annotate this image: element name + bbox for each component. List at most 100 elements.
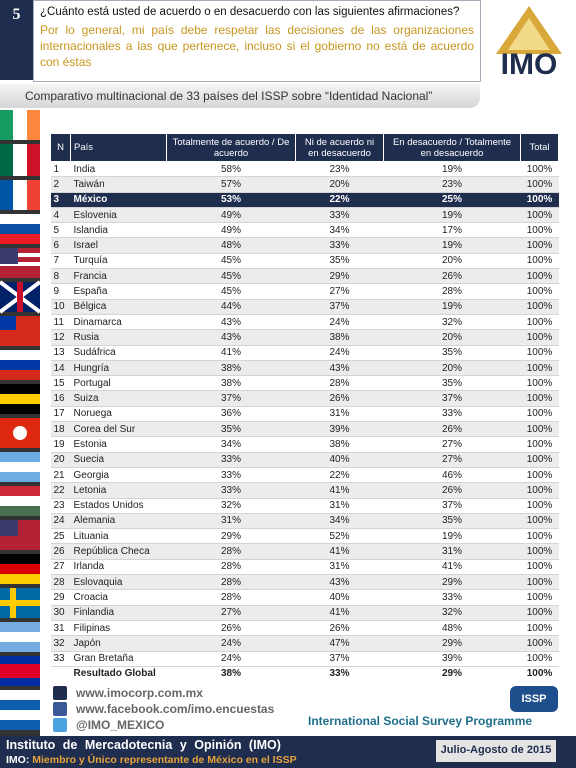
table-row: 5 Islandia 49% 34% 17% 100% [50, 222, 559, 239]
table-cell: 19% [383, 237, 521, 254]
subtitle-bar [0, 84, 480, 108]
table-row: 18 Corea del Sur 35% 39% 26% 100% [50, 421, 559, 438]
subtitle: Comparativo multinacional de 33 países d… [25, 89, 433, 103]
table-cell: Filipinas [70, 620, 167, 637]
table-cell: 24% [166, 651, 296, 667]
table-cell: 29% [383, 574, 521, 591]
table-cell: 100% [520, 253, 559, 270]
table-cell: 24% [166, 635, 296, 652]
table-row: 7 Turquía 45% 35% 20% 100% [50, 253, 559, 270]
link[interactable]: www.facebook.com/imo.encuestas [76, 702, 275, 716]
table-cell: 100% [520, 467, 559, 484]
imo-logo: IMO [496, 6, 562, 81]
table-cell: 100% [520, 498, 559, 514]
table-cell: 23 [50, 498, 71, 514]
table-cell: Israel [70, 237, 167, 254]
table-cell: Estados Unidos [70, 498, 167, 514]
table-row: 15 Portugal 38% 28% 35% 100% [50, 375, 559, 392]
table-cell: India [70, 161, 167, 178]
table-cell: 10 [50, 299, 71, 315]
table-cell: Gran Bretaña [70, 651, 167, 667]
table-cell: Croacia [70, 589, 167, 606]
table-cell: 45% [166, 268, 296, 285]
table-cell: Eslovenia [70, 207, 167, 224]
table-row: 30 Finlandia 27% 41% 32% 100% [50, 605, 559, 621]
table-cell: 33% [295, 207, 384, 224]
table-cell: 1 [50, 161, 71, 178]
table-cell: 100% [520, 268, 559, 285]
summary-cell: Resultado Global [73, 668, 156, 680]
column-header: Total [520, 133, 559, 162]
table-cell: 100% [520, 543, 559, 560]
table-cell: 100% [520, 559, 559, 576]
table-cell: 40% [295, 589, 384, 606]
table-cell: 32% [383, 314, 521, 331]
table-cell: 24 [50, 513, 71, 530]
table-cell: 23% [383, 176, 521, 193]
table-cell: 19% [383, 207, 521, 224]
table-cell: 43% [295, 360, 384, 377]
table-cell: 20 [50, 452, 71, 468]
table-cell: Alemania [70, 513, 167, 530]
table-cell: 37% [383, 390, 521, 407]
table-cell: 49% [166, 222, 296, 239]
table-row: 17 Noruega 36% 31% 33% 100% [50, 406, 559, 423]
table-cell: 100% [520, 482, 559, 499]
table-cell: 100% [520, 635, 559, 652]
issp-logo: ISSP [510, 686, 558, 712]
table-cell: 13 [50, 345, 71, 361]
twitter-icon [53, 718, 67, 732]
table-cell: España [70, 283, 167, 300]
table-row: 10 Bélgica 44% 37% 19% 100% [50, 299, 559, 315]
table-cell: 100% [520, 360, 559, 377]
table-cell: 22% [295, 467, 384, 484]
table-cell: Corea del Sur [70, 421, 167, 438]
table-cell: 26% [383, 268, 521, 285]
table-cell: 41% [295, 543, 384, 560]
table-cell: 4 [50, 207, 71, 224]
table-cell: Islandia [70, 222, 167, 239]
table-cell: 30 [50, 605, 71, 621]
slide-number: 5 [0, 0, 33, 80]
table-cell: 41% [295, 605, 384, 621]
table-cell: 100% [520, 314, 559, 331]
issp-name: International Social Survey Programme [308, 714, 533, 728]
table-cell: 39% [383, 651, 521, 667]
summary-cell: 100% [526, 668, 553, 680]
table-cell: 100% [520, 237, 559, 254]
table-cell: 100% [520, 452, 559, 468]
table-row: 22 Letonia 33% 41% 26% 100% [50, 482, 559, 499]
column-header: Ni de acuerdo ni en desacuerdo [295, 133, 384, 162]
table-cell: 100% [520, 651, 559, 667]
table-row: 33 Gran Bretaña 24% 37% 39% 100% [50, 651, 559, 667]
link[interactable]: @IMO_MEXICO [76, 718, 165, 732]
table-cell: Finlandia [70, 605, 167, 621]
table-cell: Taiwán [70, 176, 167, 193]
table-cell: 5 [50, 222, 71, 239]
table-cell: 32 [50, 635, 71, 652]
table-cell: 9 [50, 283, 71, 300]
table-cell: Rusia [70, 329, 167, 346]
link[interactable]: www.imocorp.com.mx [76, 686, 203, 700]
table-row: 8 Francia 45% 29% 26% 100% [50, 268, 559, 285]
facebook-icon [53, 702, 67, 716]
table-cell: 33% [166, 482, 296, 499]
table-cell: 34% [295, 222, 384, 239]
table-cell: 45% [166, 253, 296, 270]
table-cell: 17% [383, 222, 521, 239]
question: ¿Cuánto está usted de acuerdo o en desac… [40, 6, 460, 18]
table-row: 31 Filipinas 26% 26% 48% 100% [50, 620, 559, 637]
table-row: 6 Israel 48% 33% 19% 100% [50, 237, 559, 254]
table-cell: 32% [166, 498, 296, 514]
table-cell: 20% [383, 360, 521, 377]
table-cell: 41% [295, 482, 384, 499]
table-cell: 26% [166, 620, 296, 637]
column-header: N [50, 133, 71, 162]
table-cell: Bélgica [70, 299, 167, 315]
date: Julio-Agosto de 2015 [440, 744, 552, 756]
table-cell: 17 [50, 406, 71, 423]
table-cell: 8 [50, 268, 71, 285]
header-box [33, 0, 481, 82]
table-cell: 11 [50, 314, 71, 331]
